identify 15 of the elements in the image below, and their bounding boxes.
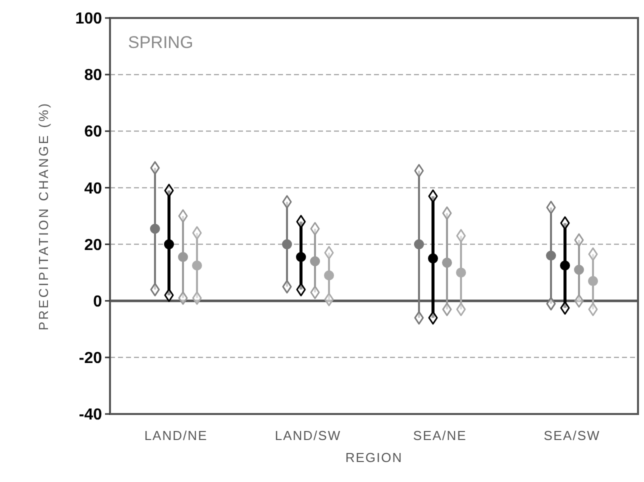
x-tick-label: LAND/SW [274, 428, 342, 443]
x-tick-label: LAND/NE [144, 428, 208, 443]
y-tick-label: 100 [75, 10, 102, 28]
y-tick-label: 0 [93, 293, 102, 310]
x-tick-label: SEA/NE [413, 428, 467, 443]
y-tick-label: -20 [78, 350, 102, 368]
y-tick-label: 80 [84, 67, 102, 84]
y-axis-title: PRECIPITATION CHANGE (%) [36, 102, 51, 330]
y-tick-label: 20 [84, 236, 102, 254]
x-tick-label: SEA/SW [544, 428, 600, 443]
annotation: SPRING [128, 33, 194, 52]
y-tick-label: 60 [84, 124, 102, 141]
y-tick-label: -40 [78, 406, 102, 424]
y-tick-label: 40 [84, 180, 102, 198]
x-axis-title: REGION [345, 450, 403, 465]
